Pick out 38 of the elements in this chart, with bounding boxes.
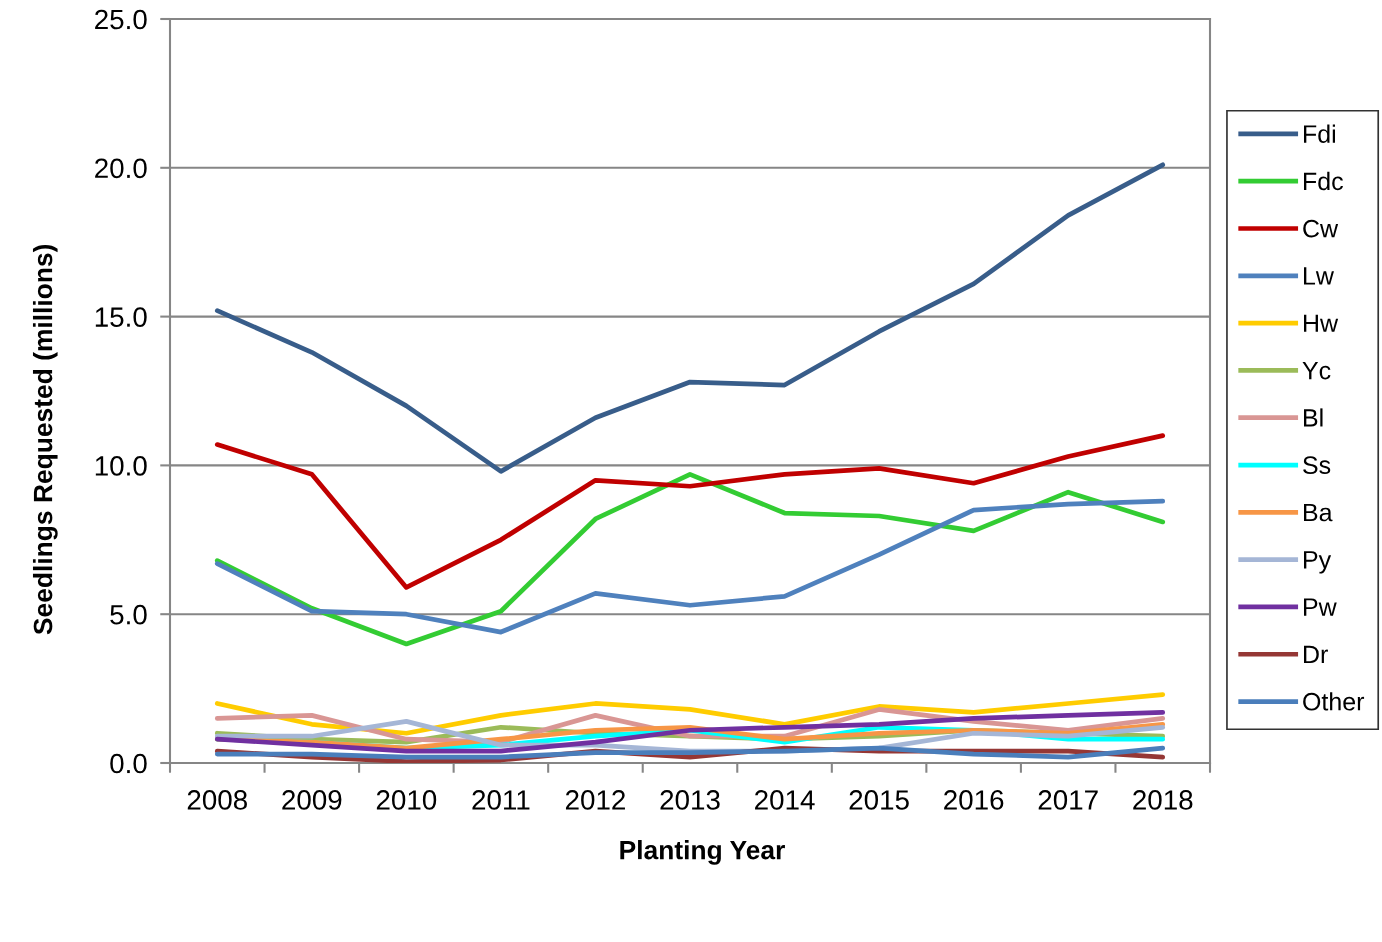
line-series (214, 710, 1166, 754)
y-axis-title: Seedlings Requested (millions) (32, 244, 58, 635)
legend-label: Hw (1304, 314, 1339, 332)
legend-label: Yc (1302, 361, 1331, 380)
x-tick-label: 2017 (1038, 790, 1098, 810)
legend-label: Cw (1303, 219, 1339, 238)
x-tick-label: 2012 (565, 790, 625, 810)
legend-label: Lw (1304, 267, 1334, 285)
y-tick-label: 5.0 (110, 604, 147, 625)
x-axis-title: Planting Year (620, 840, 785, 865)
x-tick-label: 2018 (1133, 790, 1193, 810)
x-tick-label: 2016 (944, 790, 1004, 810)
legend-label: Ba (1304, 503, 1333, 522)
x-tick-label: 2013 (660, 790, 720, 810)
y-tick-label: 20.0 (95, 158, 147, 179)
y-tick-label: 10.0 (95, 456, 147, 476)
legend-label: Fdi (1304, 124, 1335, 143)
line-series (214, 498, 1166, 635)
y-tick-label: 15.0 (95, 307, 147, 327)
line-series (214, 433, 1166, 590)
x-tick-label: 2014 (755, 790, 815, 810)
y-tick-label: 0.0 (110, 753, 147, 774)
x-tick-label: 2011 (472, 790, 530, 810)
line-series (214, 162, 1166, 474)
line-series (214, 692, 1166, 736)
legend-label: Py (1304, 551, 1332, 574)
legend-label: Bl (1304, 408, 1323, 427)
x-tick-label: 2008 (187, 790, 247, 810)
legend-label: Pw (1304, 598, 1337, 616)
x-tick-label: 2010 (376, 790, 437, 810)
x-tick-label: 2009 (282, 790, 342, 810)
legend-label: Ss (1303, 456, 1331, 475)
legend-label: Fdc (1304, 171, 1343, 191)
legend-label: Other (1303, 692, 1365, 711)
legend-label: Dr (1304, 645, 1328, 663)
y-tick-label: 25.0 (95, 9, 147, 30)
line-series (214, 471, 1166, 647)
x-tick-label: 2015 (849, 790, 909, 810)
